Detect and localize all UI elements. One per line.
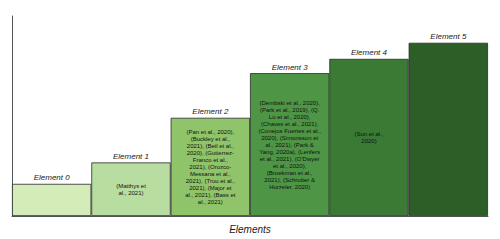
svg-text:2021), (Beil et al.,: 2021), (Beil et al., xyxy=(187,143,234,149)
svg-text:Yang, 2020a), (Lenfers: Yang, 2020a), (Lenfers xyxy=(259,149,320,155)
svg-text:et al., 2020),: et al., 2020), xyxy=(273,163,307,169)
svg-text:Franco et al.,: Franco et al., xyxy=(193,157,228,163)
svg-text:(Pan et al., 2020),: (Pan et al., 2020), xyxy=(186,129,234,135)
svg-text:2020), (Simonsson et: 2020), (Simonsson et xyxy=(261,135,318,141)
svg-text:Hurzeler, 2020): Hurzeler, 2020) xyxy=(269,184,310,190)
svg-text:2020): 2020) xyxy=(361,138,376,144)
svg-text:2021), (Truu et al.,: 2021), (Truu et al., xyxy=(186,178,235,184)
svg-text:(Park et al., 2019), (Q.: (Park et al., 2019), (Q. xyxy=(260,107,320,113)
svg-text:al., 2021): al., 2021) xyxy=(118,190,143,196)
svg-text:(Conejos Fuertes et al.,: (Conejos Fuertes et al., xyxy=(258,128,321,134)
svg-text:(Chaves et al., 2021),: (Chaves et al., 2021), xyxy=(261,121,319,127)
svg-text:Element 5: Element 5 xyxy=(430,32,467,41)
svg-text:Elements: Elements xyxy=(229,224,271,235)
svg-text:(Matthys et: (Matthys et xyxy=(116,183,146,189)
svg-text:(Buckley et al.,: (Buckley et al., xyxy=(191,136,231,142)
svg-text:Messana et al.,: Messana et al., xyxy=(190,171,231,177)
svg-text:Element 3: Element 3 xyxy=(272,63,309,72)
svg-text:al., 2021), (Park &: al., 2021), (Park & xyxy=(265,142,313,148)
svg-text:2021), (Major et: 2021), (Major et xyxy=(189,185,232,191)
svg-text:Element 2: Element 2 xyxy=(192,107,229,116)
svg-text:Element 1: Element 1 xyxy=(113,152,149,161)
svg-text:et al., 2021), (O'Dwyer: et al., 2021), (O'Dwyer xyxy=(260,156,320,162)
svg-text:(Sun et al.,: (Sun et al., xyxy=(354,131,383,137)
svg-text:Element 4: Element 4 xyxy=(351,48,388,57)
svg-text:Element 0: Element 0 xyxy=(34,173,71,182)
svg-text:Lu et al., 2020),: Lu et al., 2020), xyxy=(269,114,311,120)
svg-text:2020), (Gutierrez-: 2020), (Gutierrez- xyxy=(187,150,234,156)
svg-text:al., 2021), (Bass et: al., 2021), (Bass et xyxy=(185,192,236,198)
svg-text:(Dembski et al., 2020),: (Dembski et al., 2020), xyxy=(259,100,320,106)
svg-text:al., 2021): al., 2021) xyxy=(198,199,223,205)
svg-text:2021), (Orozco-: 2021), (Orozco- xyxy=(189,164,231,170)
svg-text:2021), (Schrotter &: 2021), (Schrotter & xyxy=(264,177,315,183)
svg-text:(Broekman et al.,: (Broekman et al., xyxy=(267,170,313,176)
